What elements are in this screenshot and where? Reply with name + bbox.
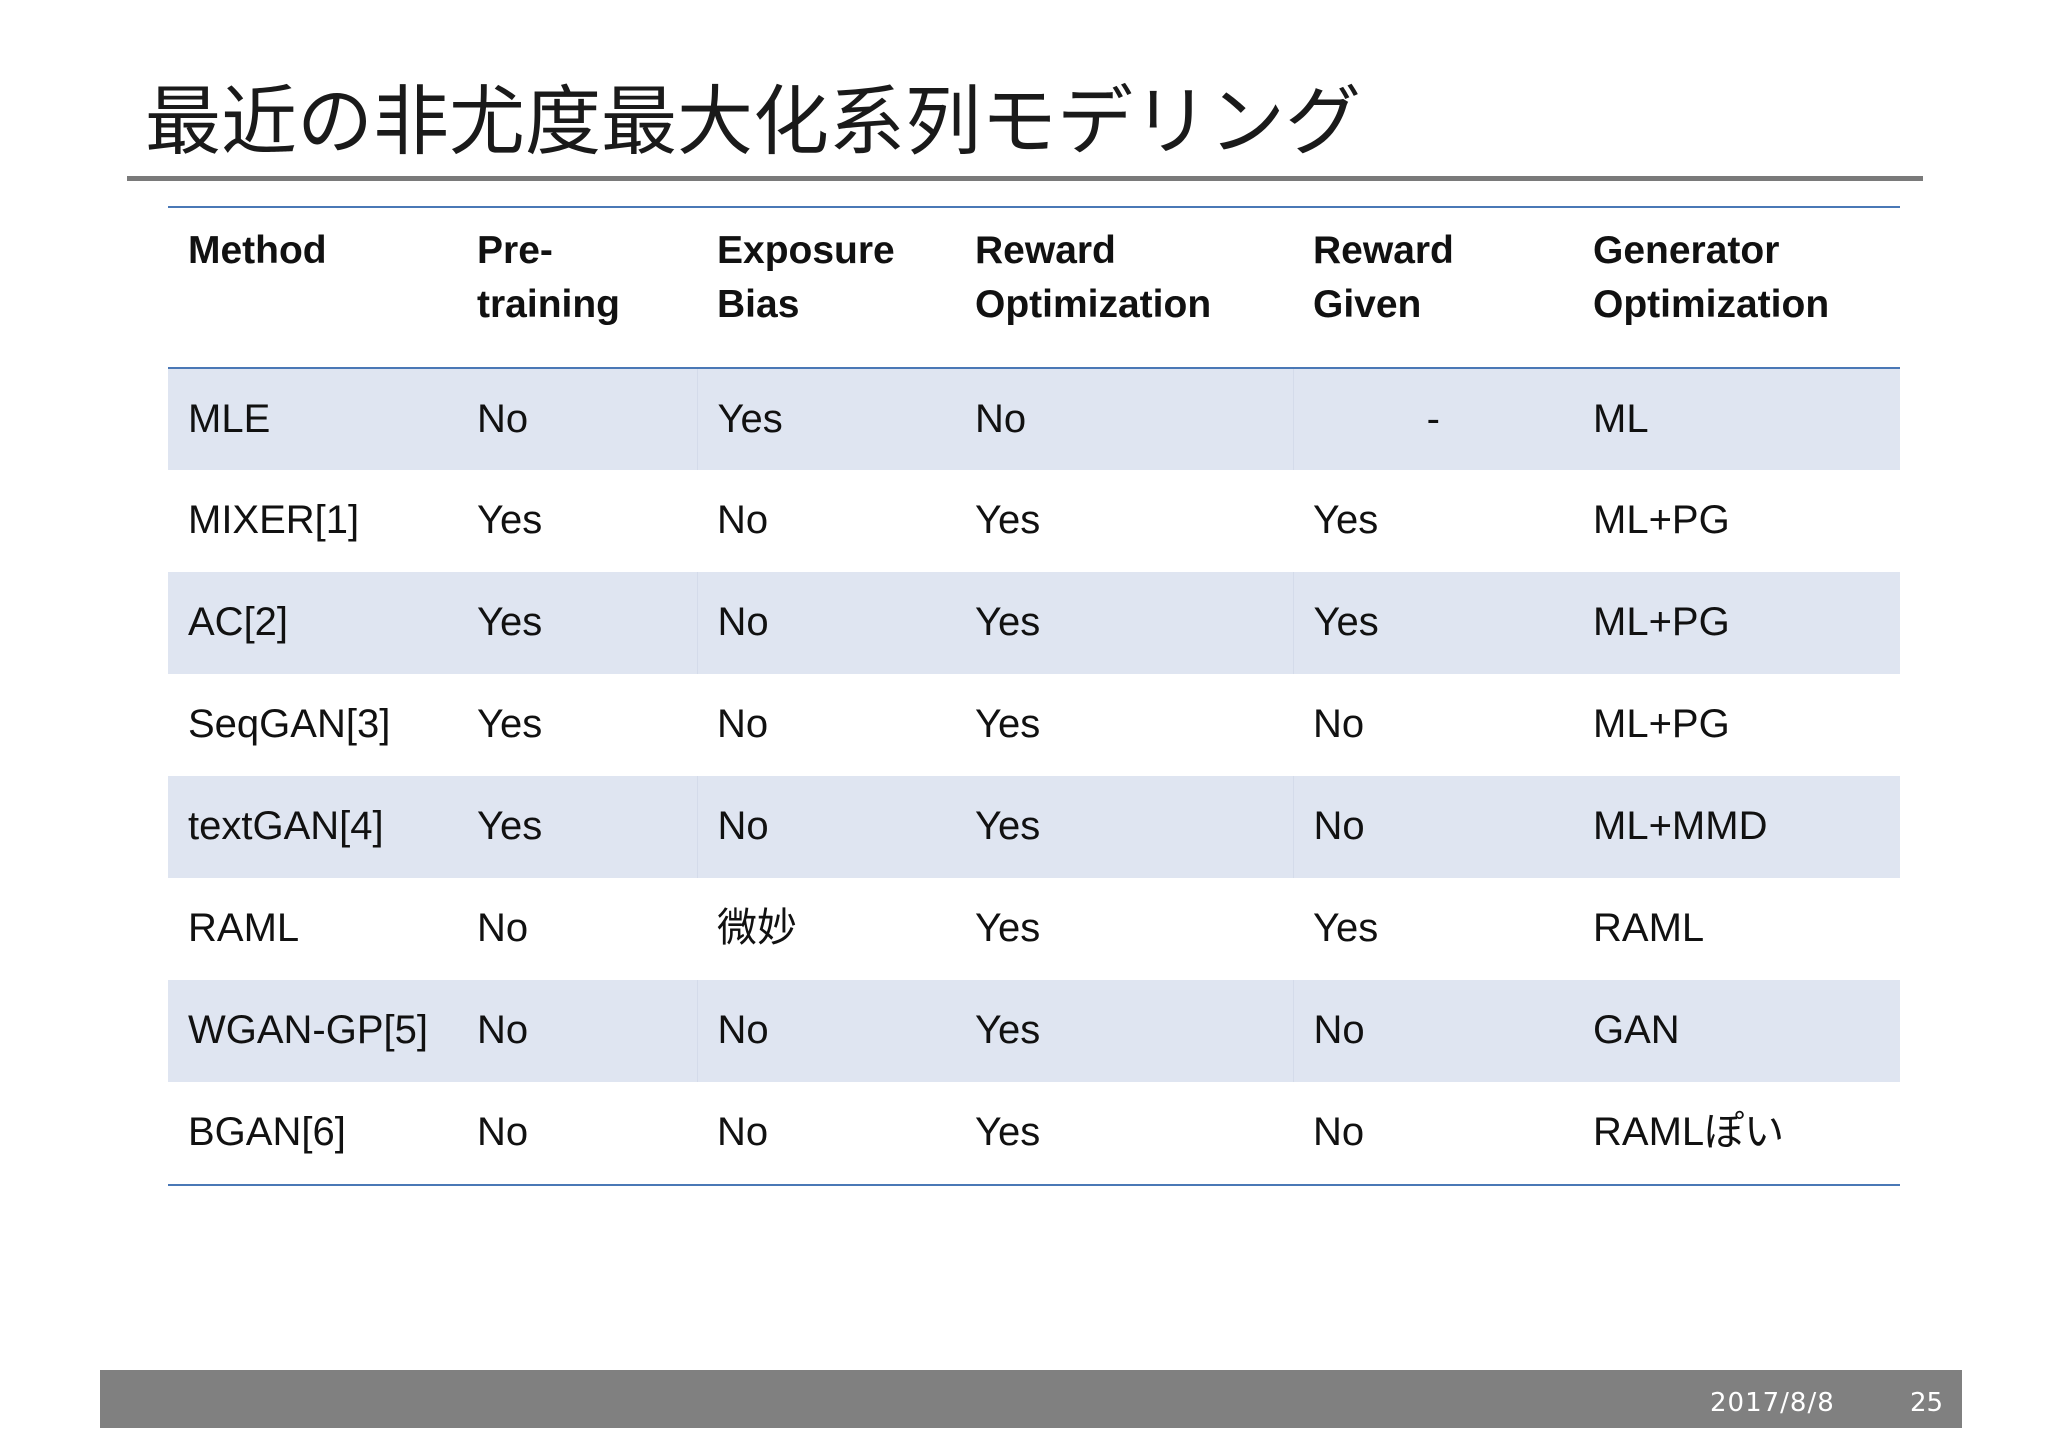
cell-generator-optimization: ML+MMD [1593,804,1768,848]
cell-method: RAML [188,906,300,950]
header-pretraining: Pre-training [477,229,620,326]
cell-reward-optimization: Yes [975,906,1041,950]
cell-method: AC[2] [188,600,289,644]
cell-reward-optimization: Yes [975,1110,1041,1154]
title-divider [127,176,1923,181]
cell-reward-given: - [1292,368,1573,470]
cell-exposure-bias: No [696,572,955,674]
cell-exposure-bias: No [717,702,769,746]
cell-pretraining: No [477,906,529,950]
cell-pretraining: No [477,397,529,441]
cell-method: MLE [188,397,271,441]
cell-reward-optimization: No [975,397,1027,441]
cell-pretraining: No [477,1110,529,1154]
cell-pretraining: Yes [477,600,543,644]
cell-method: MIXER[1] [188,498,360,542]
table-row: AC[2] Yes No Yes Yes ML+PG [168,572,1900,674]
cell-method: textGAN[4] [188,804,384,848]
cell-reward-given: No [1292,776,1573,878]
cell-reward-given: No [1292,980,1573,1082]
table-row: BGAN[6] No No Yes No RAMLぽい [168,1082,1900,1184]
cell-exposure-bias: No [717,1110,769,1154]
cell-generator-optimization: ML [1593,397,1649,441]
cell-pretraining: Yes [477,498,543,542]
page-number: 25 [1910,1388,1944,1418]
cell-generator-optimization: RAML [1593,906,1705,950]
slide-title: 最近の非尤度最大化系列モデリング [145,77,1361,166]
cell-method: BGAN[6] [188,1110,346,1154]
footer-date: 2017/8/8 [1710,1388,1835,1418]
cell-generator-optimization: GAN [1593,1008,1680,1052]
cell-reward-given: No [1313,1110,1365,1154]
cell-reward-optimization: Yes [975,702,1041,746]
cell-reward-optimization: Yes [975,600,1041,644]
footer-bar [100,1370,1962,1428]
table-row: MIXER[1] Yes No Yes Yes ML+PG [168,470,1900,572]
cell-exposure-bias: No [717,498,769,542]
table-row: SeqGAN[3] Yes No Yes No ML+PG [168,674,1900,776]
cell-pretraining: Yes [477,702,543,746]
cell-reward-given: No [1313,702,1365,746]
table-header-row: Method Pre-training Exposure Bias Reward O… [168,208,1900,368]
cell-exposure-bias: 微妙 [717,906,797,950]
cell-pretraining: No [477,1008,529,1052]
cell-reward-optimization: Yes [975,498,1041,542]
cell-reward-given: Yes [1313,906,1379,950]
table-row: MLE No Yes No - ML [168,368,1900,470]
cell-generator-optimization: ML+PG [1593,702,1730,746]
cell-exposure-bias: No [696,776,955,878]
cell-reward-given: Yes [1292,572,1573,674]
cell-generator-optimization: RAMLぽい [1593,1110,1785,1154]
header-exposure-bias: Exposure Bias [717,229,895,326]
cell-exposure-bias: No [696,980,955,1082]
cell-reward-optimization: Yes [975,1008,1041,1052]
cell-method: WGAN-GP[5] [188,1008,429,1052]
cell-reward-optimization: Yes [975,804,1041,848]
cell-generator-optimization: ML+PG [1593,600,1730,644]
cell-exposure-bias: Yes [696,368,955,470]
comparison-table: Method Pre-training Exposure Bias Reward O… [168,206,1900,1186]
header-reward-given: Reward Given [1313,229,1454,326]
table-row: textGAN[4] Yes No Yes No ML+MMD [168,776,1900,878]
cell-reward-given: Yes [1313,498,1379,542]
cell-pretraining: Yes [477,804,543,848]
header-method: Method [188,229,327,272]
cell-method: SeqGAN[3] [188,702,391,746]
header-reward-optimization: Reward Optimization [975,229,1212,326]
table-row: RAML No 微妙 Yes Yes RAML [168,878,1900,980]
table-row: WGAN-GP[5] No No Yes No GAN [168,980,1900,1082]
header-generator-optimization: Generator Optimization [1593,229,1830,326]
cell-generator-optimization: ML+PG [1593,498,1730,542]
